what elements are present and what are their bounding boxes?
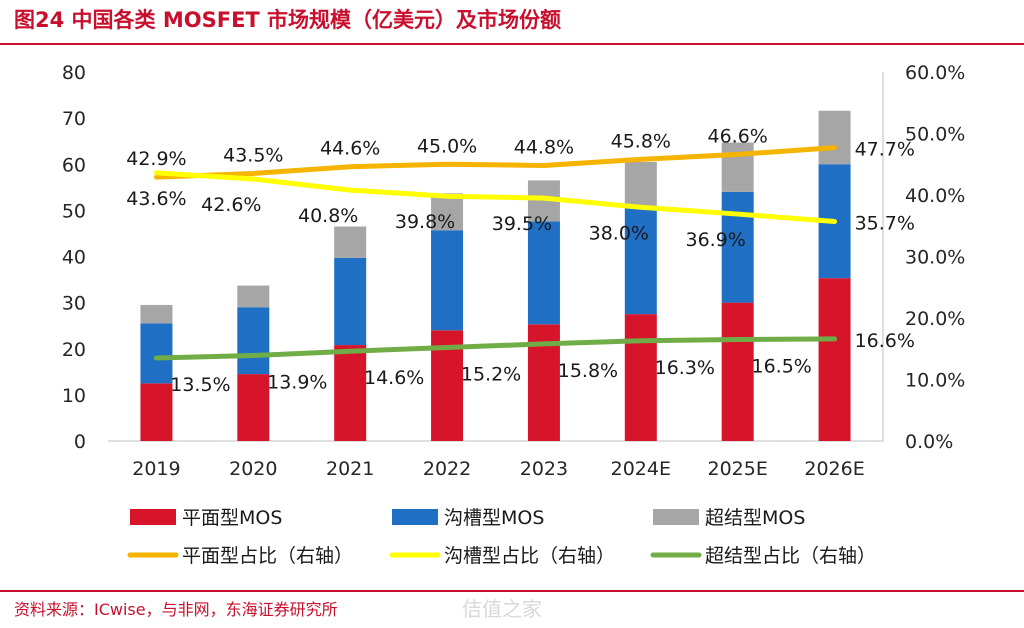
y-tick-label: 0 <box>74 431 86 453</box>
y-tick-label: 60 <box>62 154 86 176</box>
x-tick-label: 2025E <box>708 458 768 480</box>
legend-trench-share-label: 沟槽型占比（右轴） <box>444 545 615 567</box>
line-trench-share-label: 39.8% <box>395 211 455 233</box>
line-planar-share-label: 45.8% <box>611 130 671 152</box>
x-tick-label: 2019 <box>132 458 180 480</box>
bar-trench <box>527 221 560 325</box>
bar-superjunction <box>721 142 754 192</box>
bar-planar <box>818 278 851 441</box>
y2-tick-label: 60.0% <box>905 62 965 84</box>
market-chart: 0 10 20 30 40 50 60 70 80 0.0% 10.0% 20.0% 30.0% 40.0… <box>62 62 966 567</box>
y2-tick-label: 30.0% <box>905 247 965 269</box>
y-tick-label: 20 <box>62 339 86 361</box>
line-sj-share-label: 13.5% <box>170 374 230 396</box>
line-sj-share-label: 16.5% <box>752 356 812 378</box>
legend-superjunction-swatch <box>653 509 699 525</box>
line-trench-share-label: 35.7% <box>855 212 915 234</box>
line-planar-share-label: 43.5% <box>223 144 283 166</box>
legend-sj-share-label: 超结型占比（右轴） <box>705 545 876 567</box>
line-trench-share <box>153 170 838 224</box>
x-tick-label: 2023 <box>520 458 568 480</box>
y2-tick-label: 20.0% <box>905 308 965 330</box>
y-tick-label: 40 <box>62 247 86 269</box>
bar-trench <box>334 257 367 346</box>
line-planar-share-label: 44.8% <box>514 136 574 158</box>
bar-superjunction <box>237 285 270 308</box>
bar-planar <box>624 314 657 441</box>
line-planar-share <box>153 145 838 180</box>
line-planar-share-label: 46.6% <box>708 125 768 147</box>
bar-superjunction <box>140 304 173 324</box>
line-sj-share-label: 13.9% <box>267 372 327 394</box>
bar-trench <box>140 323 173 384</box>
x-tick-label: 2020 <box>229 458 277 480</box>
y2-tick-label: 50.0% <box>905 124 965 146</box>
legend-trench-swatch <box>392 509 438 525</box>
x-tick-label: 2024E <box>611 458 671 480</box>
y-tick-label: 10 <box>62 385 86 407</box>
y-tick-label: 80 <box>62 62 86 84</box>
bar-planar <box>721 302 754 441</box>
bar-superjunction <box>431 193 464 231</box>
x-tick-label: 2021 <box>326 458 374 480</box>
line-planar-share-label: 47.7% <box>855 139 915 161</box>
bar-trench <box>624 208 657 315</box>
bar-planar <box>237 374 270 441</box>
line-trench-share-label: 42.6% <box>201 194 261 216</box>
bar-superjunction <box>334 226 367 258</box>
line-sj-share-label: 14.6% <box>364 367 424 389</box>
bar-planar <box>140 383 173 441</box>
x-tick-label: 2022 <box>423 458 471 480</box>
x-tick-label: 2026E <box>804 458 864 480</box>
chart-title: 图24 中国各类 MOSFET 市场规模（亿美元）及市场份额 <box>14 8 562 32</box>
line-trench-share-label: 40.8% <box>298 205 358 227</box>
legend-superjunction-label: 超结型MOS <box>705 507 805 529</box>
legend-trench-label: 沟槽型MOS <box>444 507 544 529</box>
line-trench-share-label: 38.0% <box>589 222 649 244</box>
y-tick-label: 30 <box>62 293 86 315</box>
line-planar-share-label: 42.9% <box>126 148 186 170</box>
line-trench-share-label: 39.5% <box>492 213 552 235</box>
legend-planar-share-label: 平面型占比（右轴） <box>182 545 353 567</box>
bar-trench <box>237 307 270 375</box>
watermark: 佶值之家 <box>462 597 542 621</box>
legend-planar-label: 平面型MOS <box>182 507 282 529</box>
line-trench-share-label: 36.9% <box>686 229 746 251</box>
y-tick-label: 70 <box>62 108 86 130</box>
source-note: 资料来源：ICwise，与非网，东海证券研究所 <box>14 600 338 619</box>
bar-trench <box>431 230 464 331</box>
line-sj-share <box>153 336 838 361</box>
title-divider <box>0 43 1024 45</box>
line-sj-share-label: 15.8% <box>558 360 618 382</box>
y2-tick-label: 10.0% <box>905 370 965 392</box>
line-planar-share-label: 45.0% <box>417 135 477 157</box>
legend-planar-swatch <box>130 509 176 525</box>
footer-divider <box>0 590 1024 592</box>
line-sj-share-label: 16.6% <box>855 330 915 352</box>
line-sj-share-label: 16.3% <box>655 357 715 379</box>
bar-superjunction <box>818 110 851 165</box>
bar-superjunction <box>624 161 657 209</box>
bar-planar <box>334 345 367 441</box>
y2-tick-label: 0.0% <box>905 431 953 453</box>
y2-tick-label: 40.0% <box>905 185 965 207</box>
bar-trench <box>721 191 754 303</box>
y-tick-label: 50 <box>62 200 86 222</box>
line-sj-share-label: 15.2% <box>461 364 521 386</box>
line-trench-share-label: 43.6% <box>126 188 186 210</box>
line-planar-share-label: 44.6% <box>320 138 380 160</box>
